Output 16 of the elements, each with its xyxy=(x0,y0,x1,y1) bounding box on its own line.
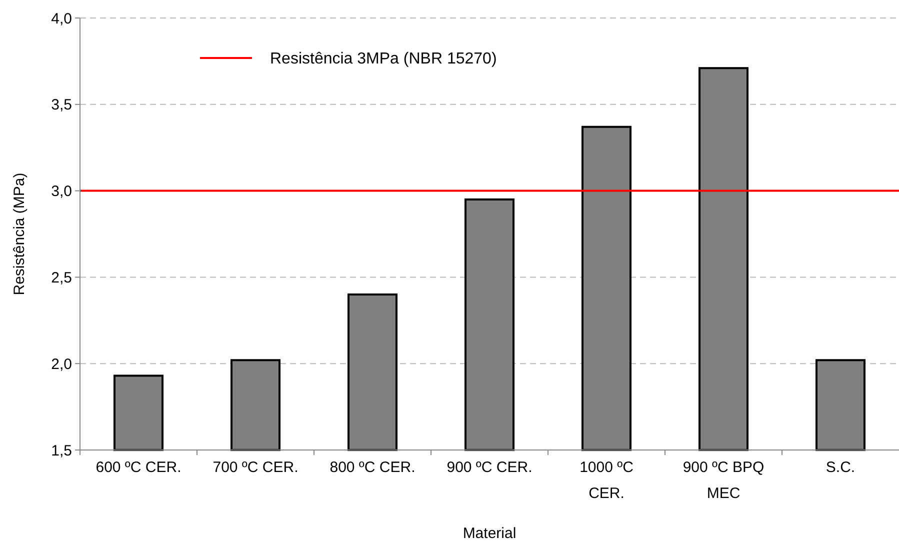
x-tick-label: 1000 ºC CER. xyxy=(580,459,634,502)
y-tick-label: 2,5 xyxy=(51,269,72,286)
x-tick-label: 900 ºC BPQ MEC xyxy=(682,459,764,502)
legend-label: Resistência 3MPa (NBR 15270) xyxy=(270,50,497,68)
x-axis-title: Material xyxy=(462,525,516,542)
y-tick-label: 1,5 xyxy=(51,442,72,460)
x-tick-label: 800 ºC CER. xyxy=(330,459,416,476)
x-tick-label: 900 ºC CER. xyxy=(446,459,532,476)
y-axis-title: Resistência (MPa) xyxy=(11,172,28,296)
y-tick-label: 3,5 xyxy=(51,96,72,114)
y-tick-label: 3,0 xyxy=(51,183,72,200)
x-tick-label: 600 ºC CER. xyxy=(96,459,182,476)
y-tick-label: 2,0 xyxy=(51,356,72,373)
x-tick-label: S.C. xyxy=(826,459,856,476)
x-tick-label: 700 ºC CER. xyxy=(212,459,298,476)
y-tick-label: 4,0 xyxy=(51,10,72,28)
